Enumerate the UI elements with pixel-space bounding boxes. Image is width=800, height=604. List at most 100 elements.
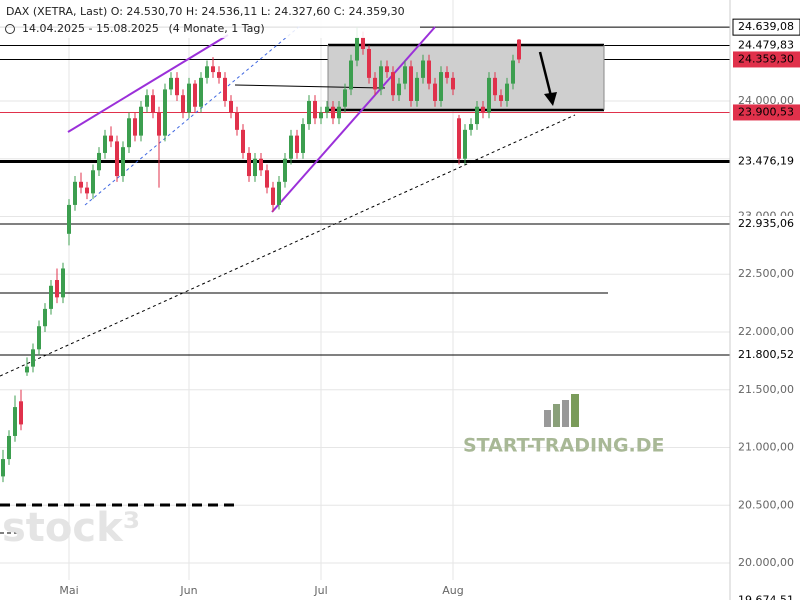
- watermark: stock³: [2, 505, 140, 551]
- candle-body: [247, 152, 251, 177]
- candle-body: [295, 135, 299, 153]
- candle-body: [55, 280, 59, 298]
- clock-icon: [5, 24, 15, 34]
- candle-body: [49, 285, 53, 309]
- trend-line: [84, 25, 301, 206]
- candle-body: [253, 158, 257, 177]
- candle-body: [289, 135, 293, 159]
- candle-body: [97, 152, 101, 171]
- candle-body: [7, 435, 11, 460]
- candle-body: [277, 181, 281, 205]
- candle-body: [439, 72, 443, 101]
- y-tick-label: 22.500,00: [738, 267, 794, 280]
- low: L: 24.327,60: [261, 5, 330, 18]
- candle-body: [139, 106, 143, 136]
- level-label: 22.935,06: [738, 217, 794, 230]
- candle-body: [505, 83, 509, 101]
- candle-body: [301, 124, 305, 153]
- y-tick-label: 24.000,00: [738, 94, 794, 107]
- candle-body: [445, 72, 449, 78]
- arrow: [538, 51, 553, 97]
- y-tick-label: 20.500,00: [738, 498, 794, 511]
- candle-body: [109, 135, 113, 142]
- candle-body: [373, 77, 377, 90]
- candle-body: [37, 326, 41, 350]
- x-tick-label: Jun: [179, 584, 197, 597]
- candle-body: [355, 37, 359, 61]
- high: H: 24.536,11: [186, 5, 257, 18]
- arrow-head: [544, 92, 557, 106]
- candle-body: [451, 77, 455, 90]
- candle-body: [391, 72, 395, 96]
- candle-body: [337, 106, 341, 119]
- candle-body: [511, 60, 515, 84]
- candle-body: [85, 187, 89, 194]
- candle-body: [475, 106, 479, 125]
- candle-body: [367, 48, 371, 78]
- candle-body: [217, 72, 221, 78]
- range: 14.04.2025 - 15.08.2025: [22, 22, 159, 35]
- level-label-bg: [733, 51, 800, 68]
- candle-body: [103, 135, 107, 153]
- candle-body: [79, 181, 83, 188]
- candle-body: [25, 366, 29, 373]
- candle-body: [145, 95, 149, 107]
- candle-body: [31, 349, 35, 367]
- candle-body: [283, 158, 287, 182]
- candle-body: [91, 170, 95, 194]
- candle-body: [175, 77, 179, 96]
- candle-body: [481, 106, 485, 113]
- candle-body: [463, 129, 467, 159]
- candle-body: [235, 112, 239, 130]
- candle-body: [169, 77, 173, 90]
- candle-body: [151, 95, 155, 113]
- trend-line: [0, 114, 576, 377]
- candle-body: [205, 66, 209, 78]
- candle-body: [211, 66, 215, 73]
- candle-body: [61, 268, 65, 298]
- level-label-bg: [733, 347, 800, 364]
- candle-body: [133, 118, 137, 136]
- level-label-bg: [733, 215, 800, 232]
- drawn-line: [234, 84, 386, 89]
- y-tick-label: 21.000,00: [738, 441, 794, 454]
- candles: [1, 27, 521, 483]
- candle-body: [121, 147, 125, 177]
- candle-body: [421, 60, 425, 78]
- candle-body: [415, 77, 419, 101]
- candle-body: [307, 100, 311, 125]
- level-label: 19.674,51: [738, 594, 794, 600]
- candle-body: [331, 106, 335, 119]
- candle-body: [469, 124, 473, 130]
- x-tick-label: Aug: [442, 584, 463, 597]
- candle-body: [487, 77, 491, 113]
- candle-body: [397, 83, 401, 96]
- close: C: 24.359,30: [334, 5, 405, 18]
- candle-body: [187, 83, 191, 113]
- candle-body: [241, 129, 245, 153]
- level-label: 24.639,08: [738, 20, 794, 33]
- watermark: START-TRADING.DE: [463, 435, 665, 457]
- candle-body: [157, 112, 161, 136]
- level-label: 21.800,52: [738, 348, 794, 361]
- candle-body: [271, 187, 275, 205]
- header-range: 14.04.2025 - 15.08.2025 (4 Monate, 1 Tag…: [22, 22, 265, 35]
- level-label: 24.359,30: [738, 52, 794, 65]
- candle-body: [67, 204, 71, 234]
- y-tick-label: 20.000,00: [738, 556, 794, 569]
- logo: [544, 394, 579, 427]
- channel-line: [67, 34, 229, 133]
- x-tick-label: Jul: [313, 584, 327, 597]
- candle-body: [13, 407, 17, 436]
- symbol: DAX (XETRA, Last): [6, 5, 107, 18]
- candle-body: [325, 106, 329, 113]
- candle-body: [193, 83, 197, 107]
- candle-body: [499, 95, 503, 101]
- candle-body: [115, 141, 119, 177]
- level-label: 23.476,19: [738, 154, 794, 167]
- candle-body: [1, 459, 5, 477]
- candle-body: [319, 112, 323, 119]
- channel-line: [271, 26, 436, 213]
- candle-body: [343, 89, 347, 107]
